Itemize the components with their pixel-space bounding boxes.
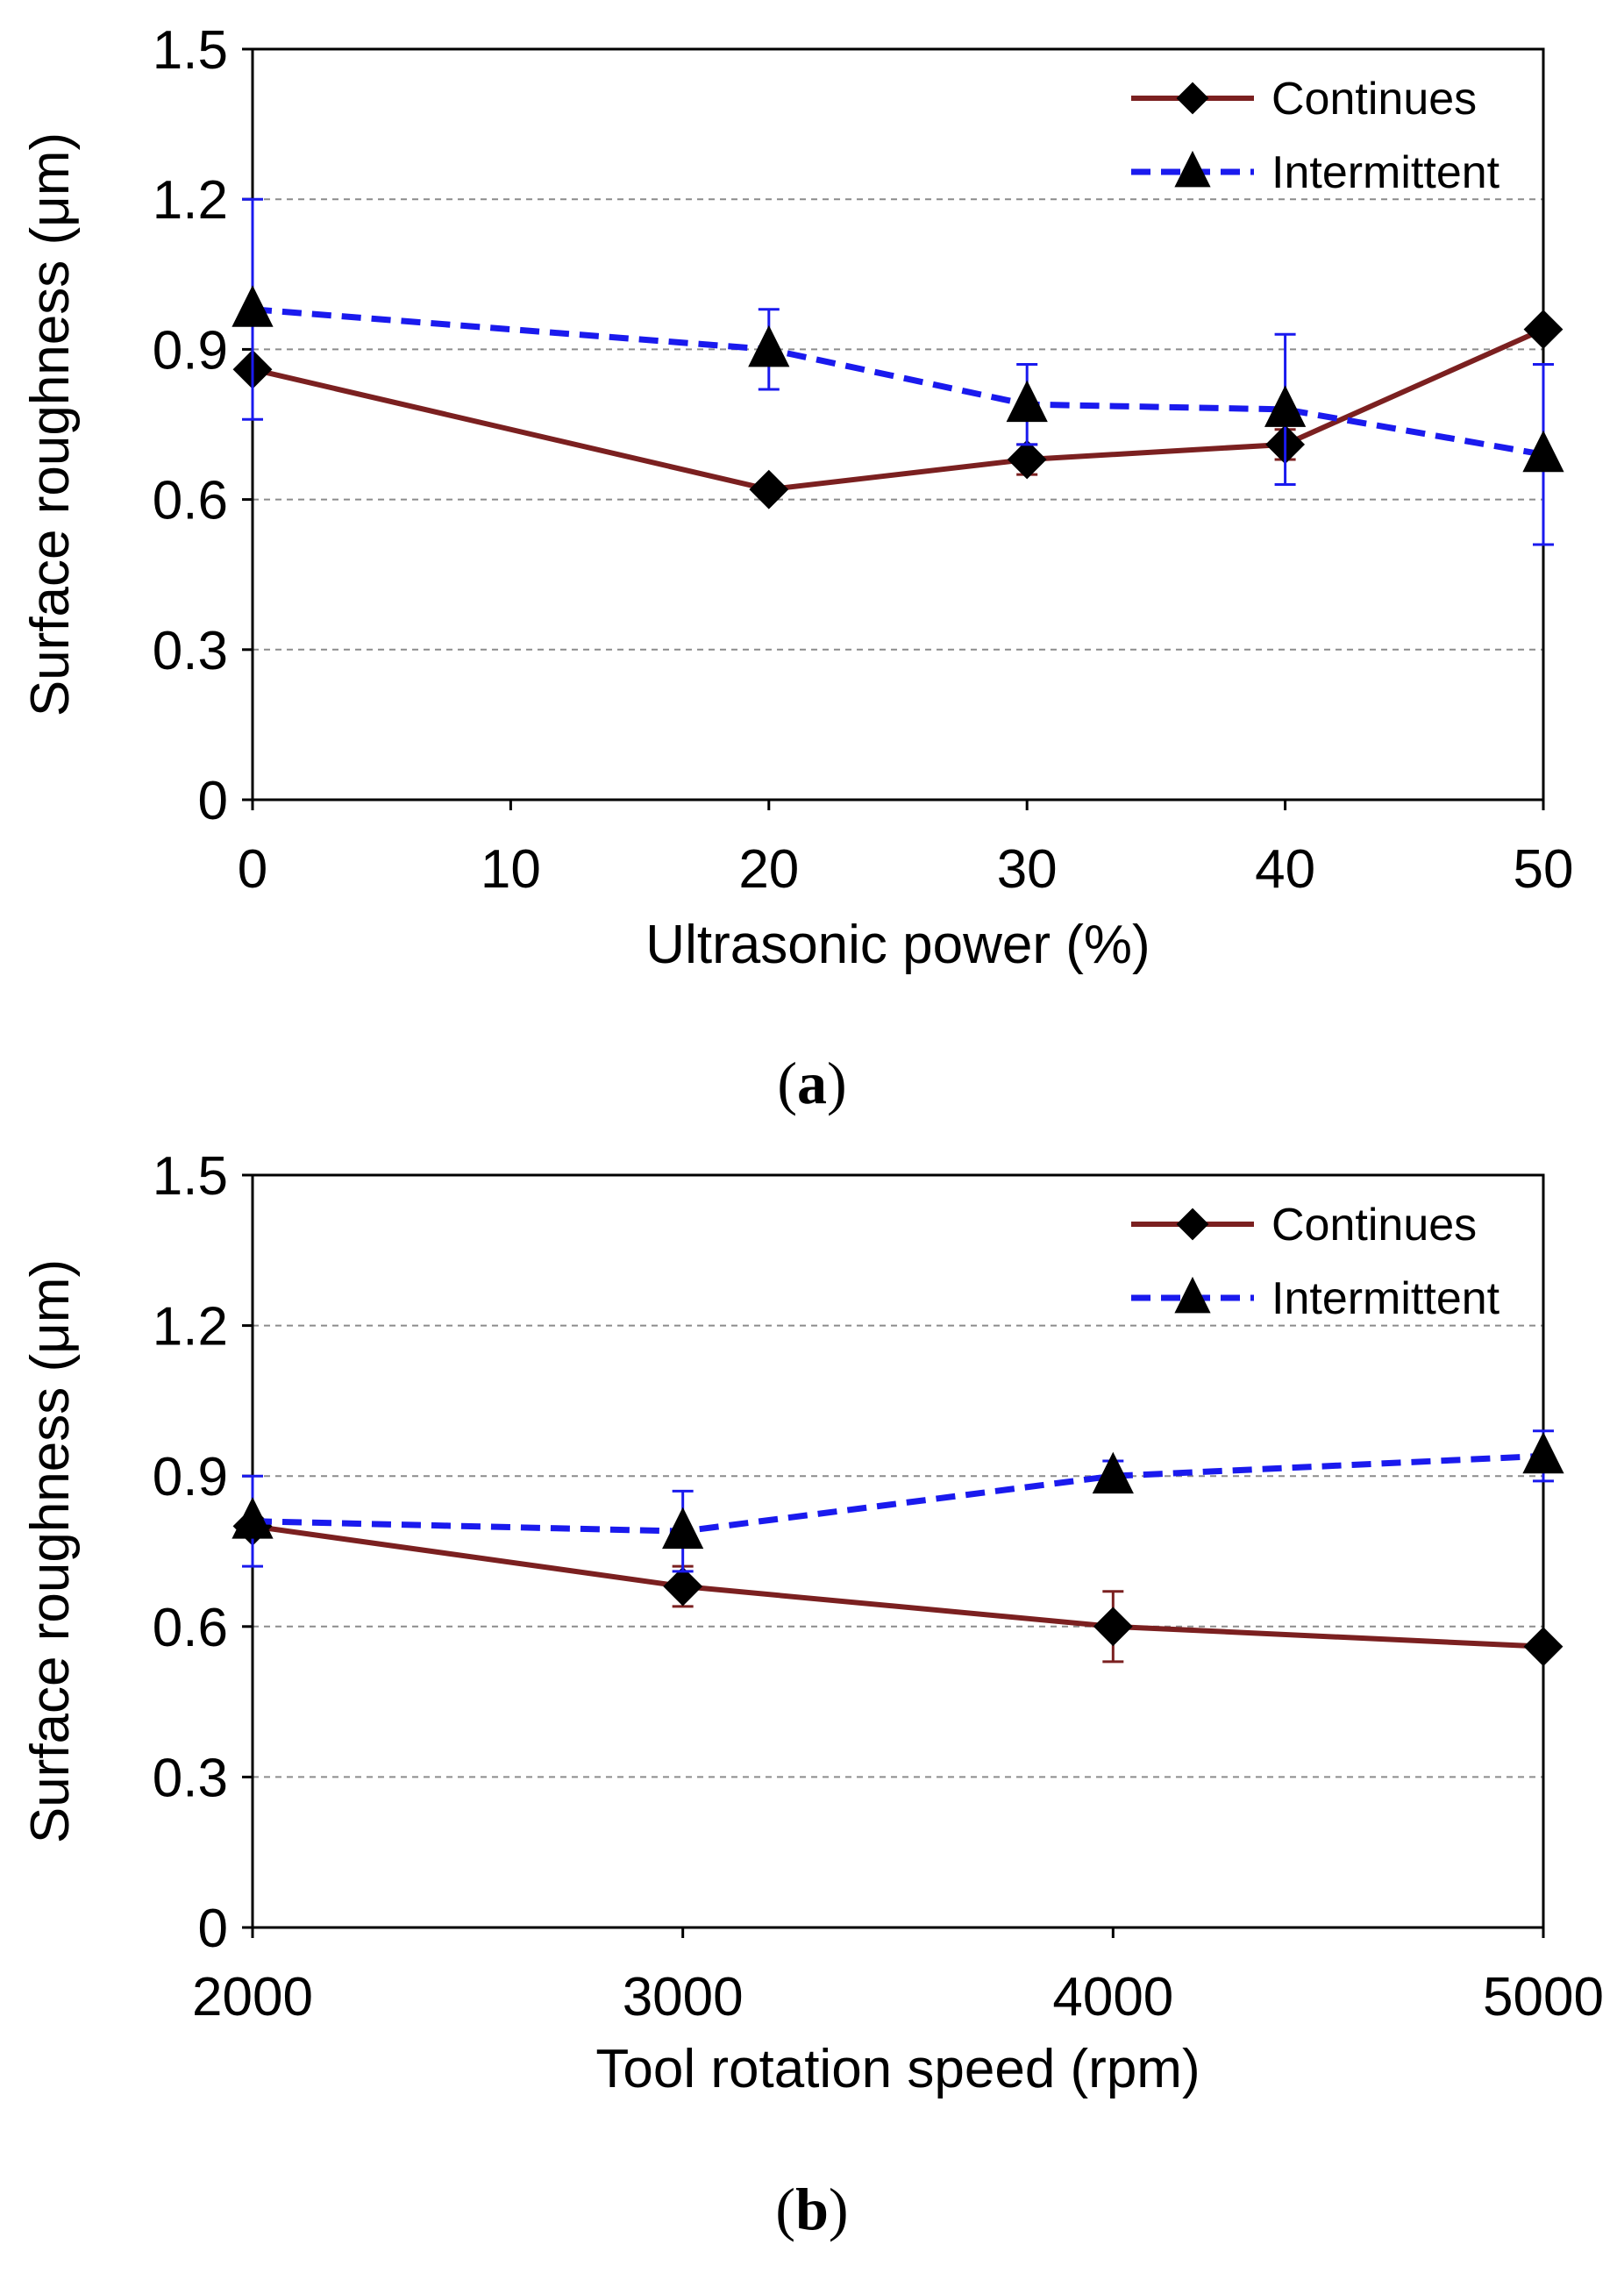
data-point-triangle [1092, 1451, 1134, 1494]
series-intermittent [231, 197, 1564, 546]
y-axis-title: Surface roughness (μm) [20, 132, 81, 716]
series-continues [232, 1506, 1563, 1667]
legend-marker-diamond [1176, 82, 1209, 115]
legend-marker-diamond [1176, 1208, 1209, 1241]
data-point-triangle [1006, 380, 1048, 423]
y-tick-label: 0 [198, 771, 228, 831]
y-tick-label: 0 [198, 1899, 228, 1959]
y-tick-label: 0.6 [153, 471, 228, 531]
data-point-triangle [1264, 385, 1307, 427]
legend-label-intermittent: Intermittent [1271, 147, 1500, 198]
legend-label-continues: Continues [1271, 1200, 1477, 1251]
panel-label-close: ) [829, 2176, 849, 2242]
panel-label-close: ) [827, 1050, 847, 1116]
data-point-triangle [748, 324, 790, 367]
x-tick-label: 20 [738, 839, 799, 900]
data-point-diamond [1523, 310, 1563, 349]
data-point-triangle [1522, 430, 1564, 473]
x-axis-title: Tool rotation speed (rpm) [595, 2039, 1200, 2099]
legend-marker-triangle [1174, 1276, 1211, 1314]
data-point-triangle [1522, 1431, 1564, 1474]
panel-label: (a) [777, 1050, 846, 1116]
legend-label-continues: Continues [1271, 74, 1477, 125]
x-tick-label: 0 [238, 839, 267, 900]
chart-panel-b: 0 0.3 0.6 0.9 1.2 1.5 2000 3000 4000 5000 Tool rot… [20, 1146, 1604, 2242]
x-tick-label: 3000 [623, 1967, 744, 2027]
legend: Continues Intermittent [1131, 1200, 1500, 1324]
series-line [252, 326, 1545, 493]
series-line [252, 1452, 1544, 1535]
y-tick-label: 1.5 [153, 1146, 228, 1207]
y-tick-label: 0.3 [153, 621, 228, 681]
panel-label-letter: a [797, 1050, 827, 1116]
series-continues [232, 310, 1563, 509]
x-tick-label: 2000 [192, 1967, 313, 2027]
data-point-diamond [1523, 1627, 1563, 1667]
y-tick-label: 1.2 [153, 170, 228, 231]
data-point-diamond [663, 1566, 703, 1607]
panel-label-open: ( [775, 2176, 795, 2242]
x-tick-label: 40 [1255, 839, 1315, 900]
legend-label-intermittent: Intermittent [1271, 1273, 1500, 1324]
data-point-diamond [1007, 439, 1047, 480]
y-tick-label: 0.3 [153, 1748, 228, 1808]
y-tick-label: 0.9 [153, 320, 228, 381]
y-tick-label: 0.6 [153, 1598, 228, 1658]
panel-label-letter: b [795, 2176, 829, 2242]
legend: Continues Intermittent [1131, 74, 1500, 198]
x-tick-label: 50 [1514, 839, 1574, 900]
data-point-diamond [749, 469, 789, 509]
data-point-triangle [231, 285, 274, 327]
chart-panel-a: 0 0.3 0.6 0.9 1.2 1.5 0 10 20 30 40 50 Ultrasonic po… [20, 20, 1573, 1116]
y-tick-label: 0.9 [153, 1447, 228, 1507]
x-tick-label: 5000 [1483, 1967, 1604, 2027]
series-line [252, 1523, 1544, 1650]
y-tick-label: 1.2 [153, 1297, 228, 1357]
data-point-triangle [662, 1507, 704, 1550]
legend-marker-triangle [1174, 150, 1211, 188]
y-tick-label: 1.5 [153, 20, 228, 81]
x-tick-label: 30 [997, 839, 1058, 900]
y-axis-title: Surface roughness (μm) [20, 1259, 81, 1843]
series-line [252, 306, 1544, 458]
data-point-diamond [1093, 1607, 1133, 1647]
series-intermittent [231, 1429, 1564, 1573]
x-tick-label: 4000 [1052, 1967, 1173, 2027]
panel-label-open: ( [777, 1050, 797, 1116]
data-point-triangle [231, 1497, 274, 1539]
x-axis-title: Ultrasonic power (%) [645, 915, 1150, 975]
panel-label: (b) [775, 2176, 848, 2242]
x-tick-label: 10 [481, 839, 541, 900]
